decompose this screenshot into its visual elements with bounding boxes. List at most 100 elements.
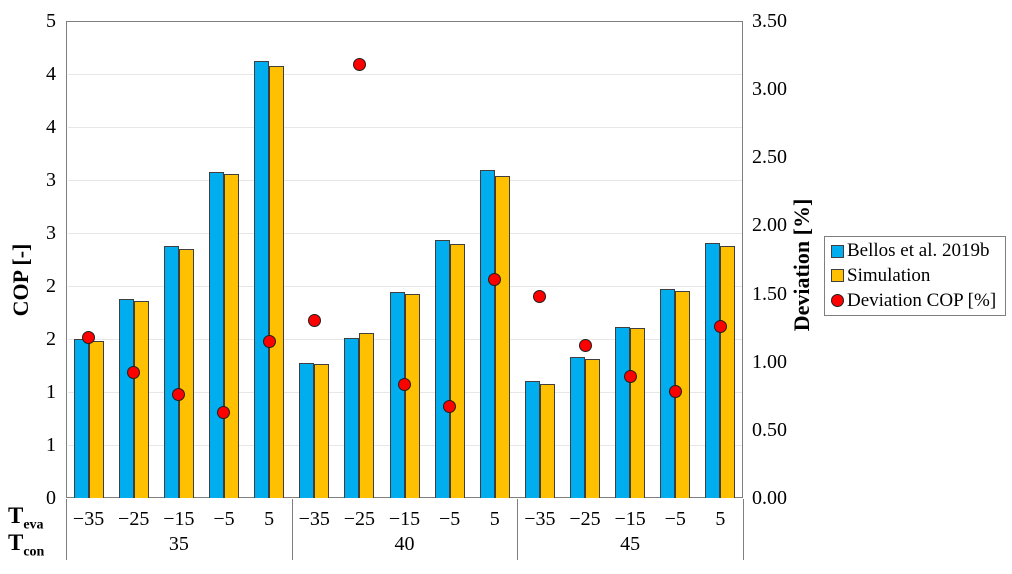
tcon-group-label: 45 [620, 533, 641, 555]
teva-tick-label: −35 [298, 508, 330, 530]
left-axis-tick-label: 3 [46, 169, 56, 191]
bar-bellos [389, 292, 405, 498]
legend-item-deviation: Deviation COP [%] [831, 290, 1001, 312]
bar-simulation [314, 364, 330, 498]
tcon-group-label: 35 [168, 533, 189, 555]
deviation-dot [127, 366, 141, 380]
deviation-dot [488, 273, 502, 287]
teva-tick-label: −35 [72, 508, 105, 530]
legend-item-bellos: Bellos et al. 2019b [831, 240, 1001, 262]
bar-bellos [208, 171, 224, 498]
teva-tick-label: −5 [213, 508, 235, 530]
teva-tick-label: −15 [163, 508, 195, 530]
bar-simulation [133, 300, 149, 498]
bar-bellos [163, 245, 179, 498]
gridline [67, 286, 742, 287]
bar-simulation [269, 65, 285, 498]
bar-bellos [705, 242, 721, 498]
t-eva-subscript: eva [23, 517, 44, 533]
deviation-dot [713, 319, 727, 333]
group-separator [517, 499, 519, 560]
right-axis-title: Deviation [%] [789, 198, 814, 332]
group-separator [743, 499, 744, 560]
bar-simulation [178, 248, 194, 498]
gridline [67, 74, 742, 75]
bar-simulation [585, 359, 601, 498]
right-axis-tick-label: 3.50 [752, 10, 787, 32]
left-axis-tick-label: 1 [46, 434, 56, 456]
legend-item-simulation: Simulation [831, 265, 1001, 287]
right-axis-tick-label: 2.00 [752, 214, 787, 237]
bar-bellos [524, 381, 540, 498]
deviation-series-swatch-icon [831, 294, 844, 308]
deviation-dot [172, 387, 186, 401]
bar-simulation [449, 243, 465, 498]
bar-bellos [434, 240, 450, 498]
teva-tick-label: −15 [614, 508, 646, 530]
legend-label: Simulation [847, 264, 931, 286]
deviation-dot [578, 338, 592, 352]
deviation-dot [398, 378, 411, 392]
teva-tick-label: 5 [489, 508, 500, 530]
deviation-dot [533, 289, 547, 303]
bar-simulation [720, 245, 736, 498]
deviation-dot [443, 400, 457, 414]
left-axis-tick-label: 4 [46, 63, 56, 85]
right-axis-tick-label: 0.00 [752, 487, 787, 509]
deviation-dot [352, 58, 366, 72]
tcon-group-label: 40 [394, 533, 415, 555]
right-axis-tick-label: 3.00 [752, 78, 787, 101]
teva-tick-label: −5 [438, 508, 461, 530]
legend-label: Deviation COP [%] [847, 289, 997, 311]
group-separator [291, 499, 293, 560]
teva-tick-label: −25 [343, 508, 375, 530]
bar-simulation [359, 332, 375, 498]
t-con-symbol: T [8, 530, 24, 555]
gridline [67, 127, 742, 128]
left-axis-tick-label: 3 [46, 222, 56, 244]
bar-bellos [254, 61, 270, 498]
bar-bellos [479, 170, 495, 498]
right-axis-tick-label: 1.00 [752, 350, 787, 373]
bar-simulation [494, 175, 510, 498]
teva-tick-label: −35 [524, 508, 556, 530]
left-axis-tick-label: 5 [46, 10, 56, 32]
left-axis-tick-label: 2 [46, 328, 56, 350]
bar-simulation [88, 341, 104, 498]
bar-simulation [223, 173, 239, 498]
deviation-dot [623, 370, 637, 384]
bar-bellos [615, 327, 631, 498]
deviation-dot [217, 405, 231, 419]
left-axis-tick-label: 4 [46, 116, 56, 138]
left-axis-tick-label: 2 [46, 275, 56, 297]
gridline [67, 180, 742, 181]
group-separator [66, 499, 67, 560]
bellos-series-swatch-icon [831, 244, 844, 258]
teva-tick-label: −15 [388, 508, 421, 530]
teva-tick-label: 5 [715, 508, 726, 530]
right-axis-tick-label: 1.50 [752, 282, 787, 305]
deviation-dot [307, 314, 321, 328]
teva-tick-label: 5 [264, 508, 275, 530]
left-axis-title: COP [-] [8, 243, 33, 317]
right-axis-tick-label: 0.50 [752, 418, 787, 441]
deviation-dot [668, 385, 682, 399]
bar-bellos [570, 357, 586, 498]
x-axis-row2-header: Tcon [8, 531, 44, 565]
bar-simulation [404, 294, 420, 498]
bar-bellos [118, 298, 134, 498]
left-axis-tick-label: 1 [46, 381, 56, 403]
legend-label: Bellos et al. 2019b [847, 240, 990, 262]
deviation-dot [82, 330, 96, 344]
bar-bellos [344, 337, 360, 498]
deviation-dot [262, 334, 276, 348]
right-axis-tick-label: 2.50 [752, 146, 787, 169]
simulation-series-swatch-icon [831, 269, 844, 283]
teva-tick-label: −25 [118, 508, 150, 530]
teva-tick-label: −5 [664, 508, 686, 530]
bar-simulation [539, 383, 555, 498]
left-axis-tick-label: 0 [46, 487, 56, 509]
bar-bellos [73, 339, 89, 498]
bar-simulation [630, 328, 646, 498]
